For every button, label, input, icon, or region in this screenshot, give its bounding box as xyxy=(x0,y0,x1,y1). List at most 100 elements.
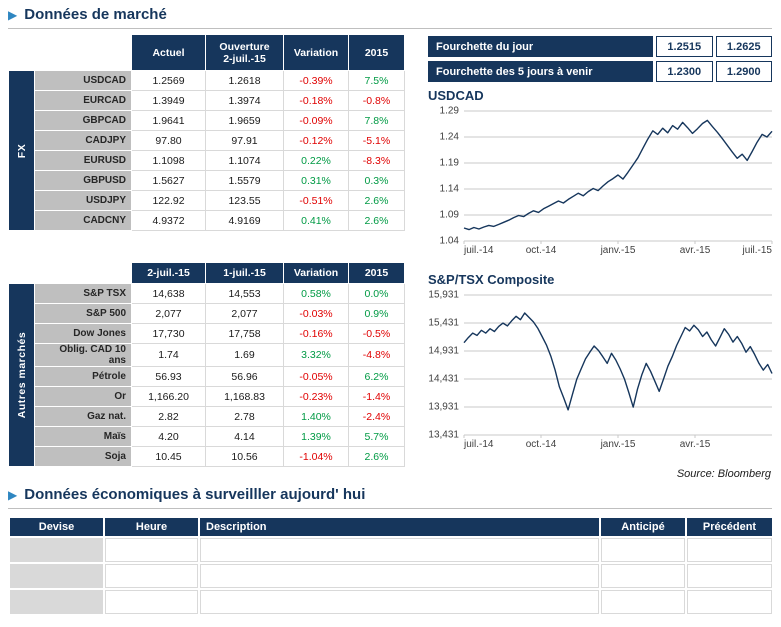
usdcad-plot-area xyxy=(463,110,773,244)
fx-value-1: 1.3949 xyxy=(131,90,206,111)
x-tick-label: janv.-15 xyxy=(600,439,636,450)
fx-row: EURUSD 1.1098 1.1074 0.22% -8.3% xyxy=(9,150,405,171)
fx-2015-value: 7.8% xyxy=(348,110,405,131)
econ-description-cell xyxy=(200,590,599,614)
markets-2015-value: 2.6% xyxy=(348,446,405,467)
y-tick-label: 13,431 xyxy=(428,429,459,441)
markets-value-1: 4.20 xyxy=(131,426,206,447)
markets-row: Autres marchés S&P TSX 14,638 14,553 0.58% 0.… xyxy=(8,283,405,467)
fx-row-label: GBPCAD xyxy=(34,110,132,131)
markets-col-variation: Variation xyxy=(283,262,349,284)
econ-description-cell xyxy=(200,538,599,562)
markets-header-row: 2-juil.-15 1-juil.-15 Variation 2015 xyxy=(9,262,405,284)
price-line xyxy=(463,119,773,231)
fx-row-label: USDJPY xyxy=(34,190,132,211)
markets-value-2: 56.96 xyxy=(205,366,284,387)
fx-row-label: CADJPY xyxy=(34,130,132,151)
econ-col-anticipe: Anticipé xyxy=(601,518,685,536)
fx-row-label: EURCAD xyxy=(34,90,132,111)
fourchette-5days-low: 1.2300 xyxy=(656,61,713,82)
markets-variation-value: -0.23% xyxy=(283,386,349,407)
markets-value-1: 14,638 xyxy=(131,283,206,304)
fx-value-2: 123.55 xyxy=(205,190,284,211)
chart-canvas xyxy=(463,110,773,244)
y-tick-label: 15,431 xyxy=(428,317,459,329)
section-chevron-icon: ▶ xyxy=(8,487,18,502)
usdcad-chart: USDCAD 1.29 1.24 1.19 1.14 1.09 1.04 juil.-14… xyxy=(428,88,773,259)
fx-value-2: 4.9169 xyxy=(205,210,284,231)
fx-2015-value: 0.3% xyxy=(348,170,405,191)
econ-devise-cell xyxy=(10,590,103,614)
markets-value-2: 4.14 xyxy=(205,426,284,447)
fx-value-2: 1.1074 xyxy=(205,150,284,171)
y-tick-label: 13,931 xyxy=(428,401,459,413)
fx-row: CADCNY 4.9372 4.9169 0.41% 2.6% xyxy=(9,210,405,231)
markets-row-label: Pétrole xyxy=(34,366,132,387)
markets-col-date1: 2-juil.-15 xyxy=(131,262,206,284)
fx-value-2: 1.3974 xyxy=(205,90,284,111)
fx-value-2: 1.2618 xyxy=(205,70,284,91)
markets-2015-value: 0.0% xyxy=(348,283,405,304)
markets-value-2: 2.78 xyxy=(205,406,284,427)
y-tick-label: 1.04 xyxy=(439,235,459,247)
markets-row-label: S&P TSX xyxy=(34,283,132,304)
markets-row-label: Soja xyxy=(34,446,132,467)
source-note: Source: Bloomberg xyxy=(676,468,771,480)
markets-2015-value: 0.9% xyxy=(348,303,405,324)
fx-2015-value: -8.3% xyxy=(348,150,405,171)
markets-value-1: 1,166.20 xyxy=(131,386,206,407)
fx-col-ouverture: Ouverture 2-juil.-15 xyxy=(205,34,284,71)
y-tick-label: 1.14 xyxy=(439,183,459,195)
markets-variation-value: 0.58% xyxy=(283,283,349,304)
sptsx-chart: S&P/TSX Composite 15,931 15,431 14,931 14,4… xyxy=(428,272,773,453)
fx-table-body: FX USDCAD 1.2569 1.2618 -0.39% 7.5% EURCAD 1.39… xyxy=(8,70,405,231)
econ-precedent-cell xyxy=(687,564,772,588)
fx-2015-value: -0.8% xyxy=(348,90,405,111)
fx-col-ouverture-line2: 2-juil.-15 xyxy=(223,52,266,65)
markets-2015-value: -4.8% xyxy=(348,343,405,367)
markets-2015-value: -2.4% xyxy=(348,406,405,427)
econ-header-row: Devise Heure Description Anticipé Précéd… xyxy=(10,518,772,536)
econ-row xyxy=(10,590,772,614)
y-tick-label: 14,931 xyxy=(428,345,459,357)
markets-value-1: 1.74 xyxy=(131,343,206,367)
sptsx-x-axis: juil.-14 oct.-14 janv.-15 avr.-15 xyxy=(464,439,772,453)
markets-row: Or 1,166.20 1,168.83 -0.23% -1.4% xyxy=(9,386,405,407)
fx-value-1: 122.92 xyxy=(131,190,206,211)
econ-col-devise: Devise xyxy=(10,518,103,536)
econ-precedent-cell xyxy=(687,590,772,614)
fourchette-day-low: 1.2515 xyxy=(656,36,713,57)
x-tick-label: juil.-15 xyxy=(742,245,772,256)
x-tick-label: avr.-15 xyxy=(679,439,711,450)
markets-value-2: 10.56 xyxy=(205,446,284,467)
x-tick-label: oct.-14 xyxy=(525,245,557,256)
fx-value-1: 4.9372 xyxy=(131,210,206,231)
markets-band-label: Autres marchés xyxy=(15,331,28,419)
econ-devise-cell xyxy=(10,538,103,562)
chart-canvas xyxy=(463,294,773,438)
econ-heure-cell xyxy=(105,564,198,588)
fx-col-ouverture-line1: Ouverture xyxy=(219,40,270,53)
usdcad-y-axis: 1.29 1.24 1.19 1.14 1.09 1.04 xyxy=(428,106,464,247)
y-tick-label: 14,431 xyxy=(428,373,459,385)
markets-value-2: 14,553 xyxy=(205,283,284,304)
fx-variation-value: 0.22% xyxy=(283,150,349,171)
fourchette-day-label: Fourchette du jour xyxy=(428,36,653,57)
econ-col-heure: Heure xyxy=(105,518,198,536)
fx-variation-value: -0.39% xyxy=(283,70,349,91)
markets-value-1: 56.93 xyxy=(131,366,206,387)
econ-row xyxy=(10,538,772,562)
markets-value-2: 17,758 xyxy=(205,323,284,344)
markets-variation-value: -0.03% xyxy=(283,303,349,324)
econ-table-body xyxy=(10,538,772,614)
markets-row-label: Dow Jones xyxy=(34,323,132,344)
fx-value-1: 97.80 xyxy=(131,130,206,151)
fx-table: Actuel Ouverture 2-juil.-15 Variation 20… xyxy=(8,34,405,231)
fx-2015-value: -5.1% xyxy=(348,130,405,151)
markets-row: Soja 10.45 10.56 -1.04% 2.6% xyxy=(9,446,405,467)
markets-row: Oblig. CAD 10 ans 1.74 1.69 3.32% -4.8% xyxy=(9,343,405,367)
markets-variation-value: -1.04% xyxy=(283,446,349,467)
fx-2015-value: 7.5% xyxy=(348,70,405,91)
markets-variation-value: -0.05% xyxy=(283,366,349,387)
